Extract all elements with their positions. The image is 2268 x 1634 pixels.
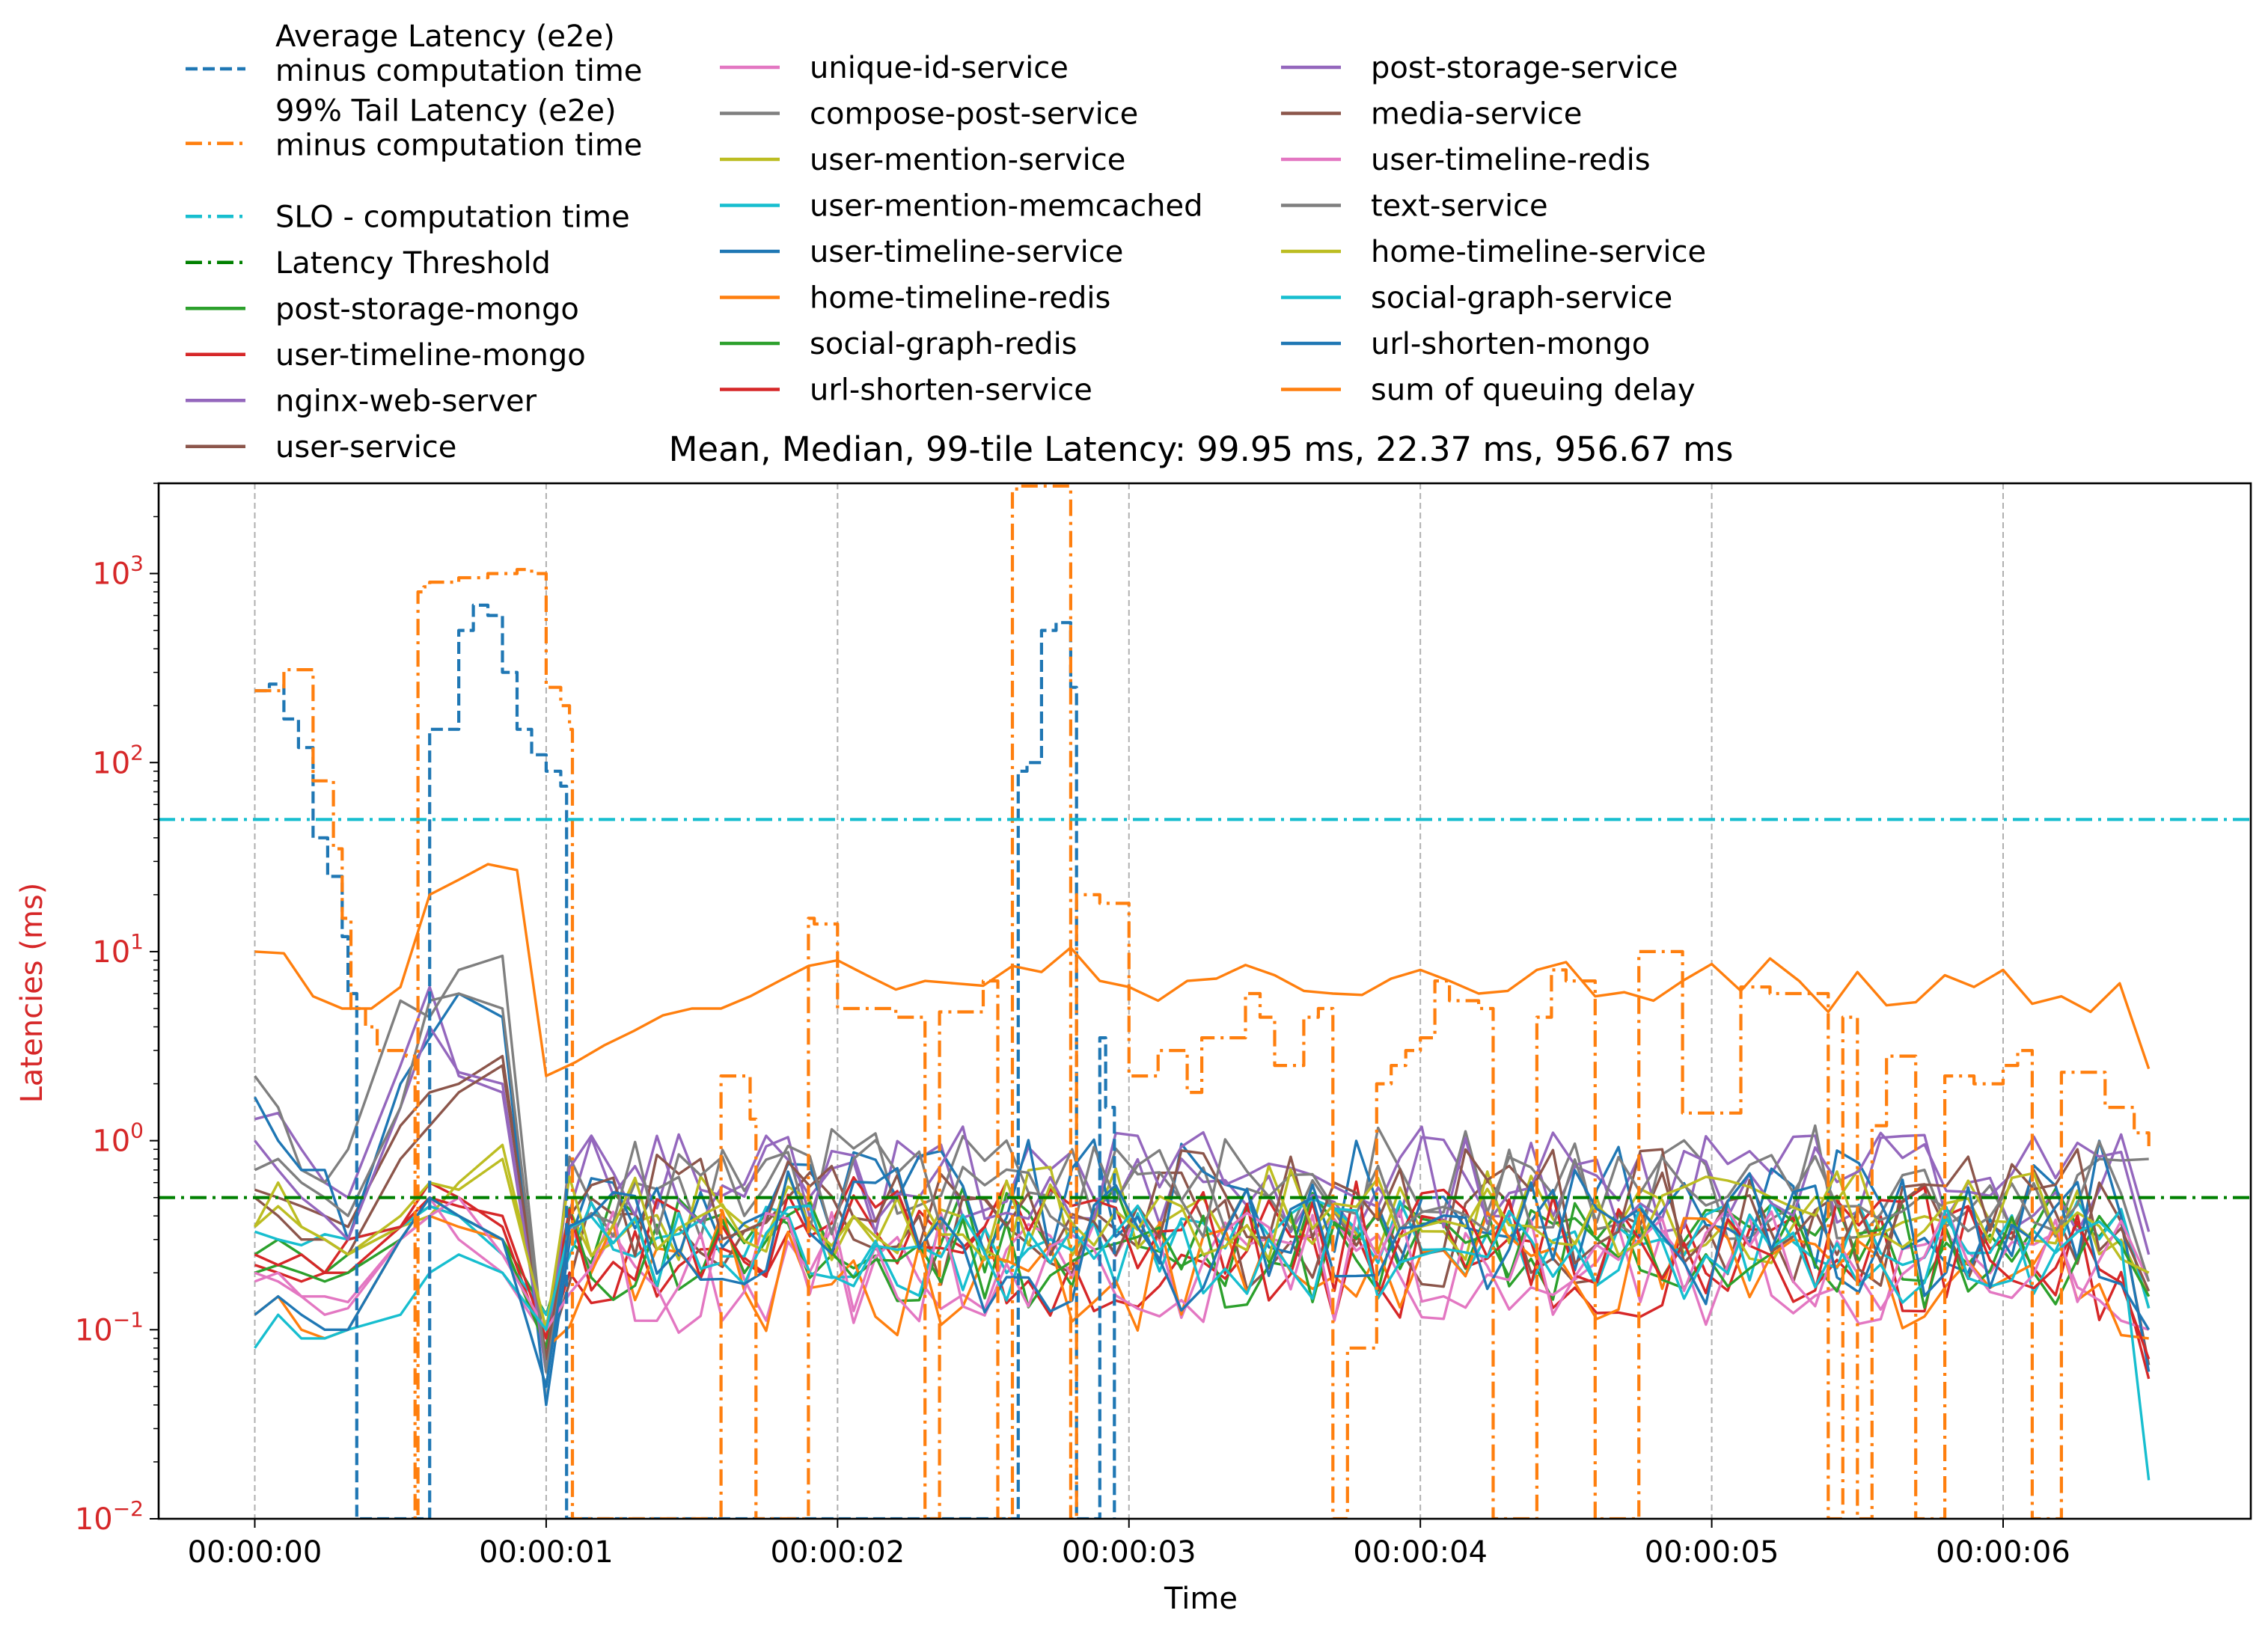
legend-label-0: Average Latency (e2e) [275, 19, 615, 54]
series-line-1 [254, 484, 2151, 1519]
series-line-0 [254, 603, 1116, 1519]
x-tick-label-0: 00:00:00 [188, 1535, 323, 1570]
legend-label-8: unique-id-service [810, 51, 1069, 85]
y-tick-label-2: 100 [92, 1119, 144, 1159]
legend-label-7: user-service [275, 430, 456, 465]
x-axis-label: Time [1164, 1582, 1238, 1616]
chart-title: Mean, Median, 99-tile Latency: 99.95 ms,… [669, 429, 1734, 469]
legend: Average Latency (e2e)minus computation t… [186, 19, 1706, 465]
y-axis-label: Latencies (ms) [15, 883, 49, 1104]
series-line-23 [254, 863, 2151, 1077]
series-layer [159, 484, 2251, 1519]
legend-label-22: url-shorten-mongo [1371, 327, 1650, 361]
legend-label-20: home-timeline-service [1371, 235, 1706, 269]
legend-label-15: url-shorten-service [810, 373, 1092, 408]
legend-label-23: sum of queuing delay [1371, 373, 1696, 408]
legend-label-3: Latency Threshold [275, 246, 551, 281]
legend-label-18: user-timeline-redis [1371, 143, 1651, 177]
x-tick-label-1: 00:00:01 [479, 1535, 614, 1570]
legend-label-12: user-timeline-service [810, 235, 1123, 269]
legend-label-1: 99% Tail Latency (e2e) [275, 94, 617, 129]
x-axis: 00:00:00 00:00:01 00:00:02 00:00:03 00:00:04… [188, 1519, 2070, 1570]
x-tick-label-5: 00:00:05 [1645, 1535, 1779, 1570]
y-axis: 10−2 10−1 100 101 102 103 [75, 483, 159, 1537]
legend-label-13: home-timeline-redis [810, 281, 1110, 316]
y-tick-label-1: 10−1 [75, 1307, 144, 1347]
x-tick-label-3: 00:00:03 [1062, 1535, 1196, 1570]
legend-label-1: minus computation time [275, 129, 642, 163]
y-tick-label-3: 101 [92, 929, 144, 970]
legend-label-10: user-mention-service [810, 143, 1125, 177]
legend-label-0: minus computation time [275, 54, 642, 88]
legend-label-4: post-storage-mongo [275, 292, 579, 326]
legend-label-21: social-graph-service [1371, 281, 1672, 316]
y-tick-label-5: 103 [92, 551, 144, 592]
x-tick-label-4: 00:00:04 [1353, 1535, 1488, 1570]
plot-frame [157, 482, 2252, 1520]
y-tick-label-0: 10−2 [75, 1496, 144, 1537]
series-line-21 [254, 1204, 2151, 1481]
legend-label-14: social-graph-redis [810, 327, 1078, 361]
legend-label-2: SLO - computation time [275, 200, 630, 234]
x-tick-label-2: 00:00:02 [771, 1535, 905, 1570]
legend-label-5: user-timeline-mongo [275, 338, 586, 373]
x-tick-label-6: 00:00:06 [1936, 1535, 2070, 1570]
grid-lines [254, 483, 2004, 1519]
legend-label-16: post-storage-service [1371, 51, 1678, 85]
legend-label-17: media-service [1371, 97, 1582, 132]
legend-label-9: compose-post-service [810, 97, 1138, 132]
legend-label-6: nginx-web-server [275, 384, 537, 418]
legend-label-11: user-mention-memcached [810, 189, 1203, 224]
legend-label-19: text-service [1371, 189, 1548, 224]
y-tick-label-4: 102 [92, 740, 144, 780]
series-line-20 [253, 1157, 2150, 1331]
